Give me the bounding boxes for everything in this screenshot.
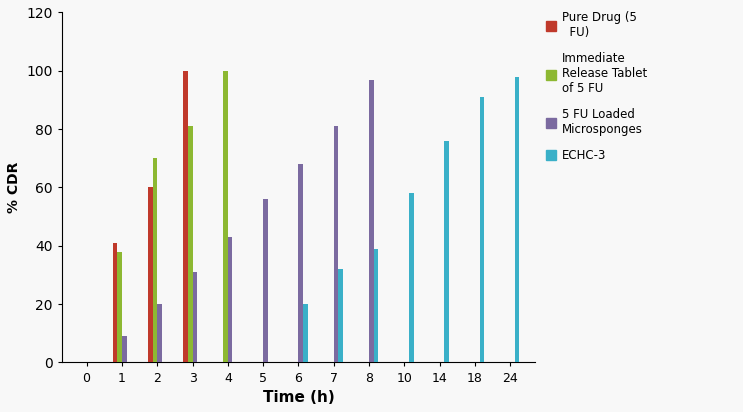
Bar — [184, 71, 188, 363]
Bar — [148, 187, 152, 363]
Bar — [188, 126, 192, 363]
Bar — [158, 304, 162, 363]
Bar — [122, 336, 126, 363]
Bar — [369, 80, 374, 363]
Bar — [374, 249, 378, 363]
X-axis label: Time (h): Time (h) — [262, 390, 334, 405]
Bar — [409, 193, 414, 363]
Bar — [334, 126, 338, 363]
Legend: Pure Drug (5
  FU), Immediate
Release Tablet
of 5 FU, 5 FU Loaded
Microsponges, : Pure Drug (5 FU), Immediate Release Tabl… — [545, 12, 647, 162]
Bar — [479, 97, 484, 363]
Bar — [444, 141, 449, 363]
Bar — [152, 158, 158, 363]
Bar — [515, 77, 519, 363]
Bar — [192, 272, 197, 363]
Y-axis label: % CDR: % CDR — [7, 162, 21, 213]
Bar — [338, 269, 343, 363]
Bar — [113, 243, 117, 363]
Bar — [303, 304, 308, 363]
Bar — [263, 199, 267, 363]
Bar — [299, 164, 303, 363]
Bar — [223, 71, 228, 363]
Bar — [228, 237, 233, 363]
Bar — [117, 252, 122, 363]
